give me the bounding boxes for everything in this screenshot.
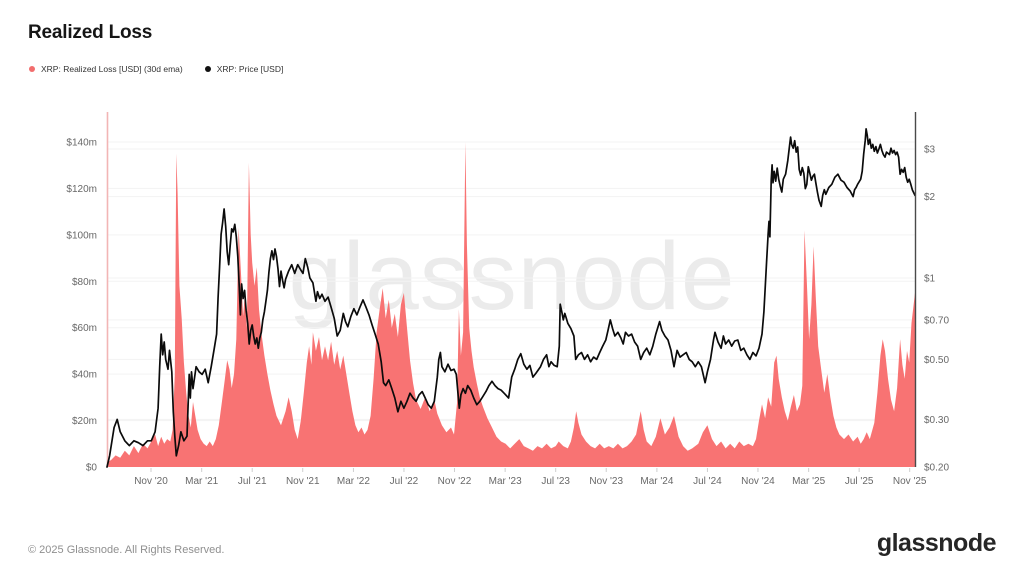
x-axis-tick-label: Mar '24 — [640, 476, 673, 487]
glassnode-logo[interactable]: glassnode — [876, 529, 997, 557]
y-axis-left-tick-label: $0 — [86, 463, 98, 474]
x-axis-tick-label: Jul '24 — [693, 476, 722, 487]
x-axis-tick-label: Mar '21 — [185, 476, 218, 487]
x-axis-tick-label: Nov '24 — [741, 476, 775, 487]
x-axis-tick-label: Nov '20 — [134, 476, 168, 487]
y-axis-right-tick-label: $1 — [924, 273, 936, 284]
y-axis-right-tick-label: $0.20 — [924, 463, 949, 474]
y-axis-left-tick-label: $100m — [66, 230, 97, 241]
legend-item-realized-loss[interactable]: XRP: Realized Loss [USD] (30d ema) — [29, 64, 183, 74]
y-axis-left-tick-label: $40m — [72, 370, 97, 381]
realized-loss-area-series — [107, 142, 915, 467]
x-axis-tick-label: Nov '23 — [589, 476, 623, 487]
legend-item-price[interactable]: XRP: Price [USD] — [204, 64, 284, 74]
glassnode-watermark: glassnode — [288, 223, 736, 330]
y-axis-right-tick-label: $0.30 — [924, 415, 949, 426]
x-axis-tick-label: Nov '21 — [286, 476, 320, 487]
y-axis-left-tick-label: $20m — [72, 416, 97, 427]
x-axis-tick-label: Nov '25 — [893, 476, 927, 487]
y-axis-right-tick-label: $3 — [924, 144, 936, 155]
y-axis-left-tick-label: $80m — [72, 277, 97, 288]
page-title: Realized Loss — [28, 22, 153, 43]
x-axis-tick-label: Mar '25 — [792, 476, 825, 487]
legend-dot-price-icon — [204, 66, 211, 72]
price-line-series — [106, 128, 916, 468]
y-axis-left-tick-label: $140m — [66, 137, 97, 148]
legend-label-realized-loss: XRP: Realized Loss [USD] (30d ema) — [41, 64, 183, 74]
chart-legend: XRP: Realized Loss [USD] (30d ema) XRP: … — [29, 64, 283, 74]
y-axis-left-tick-label: $120m — [66, 184, 97, 195]
legend-label-price: XRP: Price [USD] — [216, 64, 284, 74]
x-axis-tick-label: Jul '21 — [238, 476, 267, 487]
x-axis-tick-label: Jul '23 — [541, 476, 570, 487]
x-axis-tick-label: Mar '22 — [337, 476, 370, 487]
y-axis-right-tick-label: $2 — [924, 192, 936, 203]
y-axis-right-tick-label: $0.70 — [924, 315, 949, 326]
x-axis-tick-label: Mar '23 — [489, 476, 522, 487]
y-axis-right-tick-label: $0.50 — [924, 355, 949, 366]
y-axis-left-tick-label: $60m — [72, 323, 97, 334]
legend-dot-realized-loss-icon — [29, 66, 35, 72]
x-axis-tick-label: Jul '25 — [845, 476, 874, 487]
x-axis-tick-label: Jul '22 — [390, 476, 419, 487]
copyright-text: © 2025 Glassnode. All Rights Reserved. — [28, 544, 225, 556]
x-axis-tick-label: Nov '22 — [438, 476, 472, 487]
